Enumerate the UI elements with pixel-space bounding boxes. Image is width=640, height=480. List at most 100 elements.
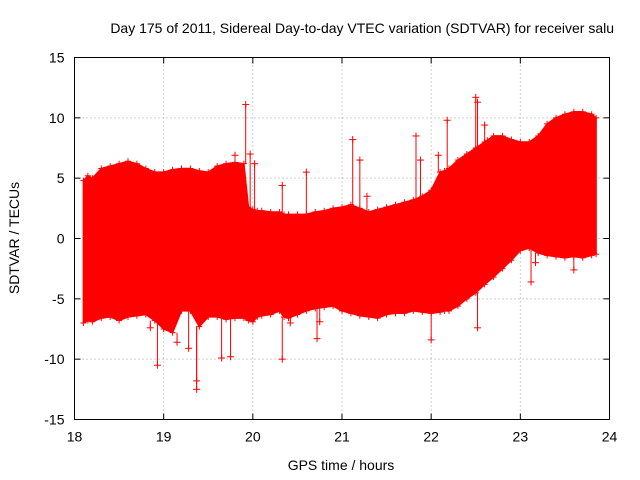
data-point	[463, 151, 470, 158]
x-tick-label: 22	[423, 429, 439, 445]
data-point	[593, 251, 600, 258]
data-point	[223, 316, 230, 323]
outlier-point	[427, 313, 435, 344]
x-tick-label: 23	[513, 429, 529, 445]
data-point	[428, 187, 435, 194]
x-tick-label: 18	[67, 429, 83, 445]
outlier-point	[242, 101, 250, 164]
data-point	[347, 310, 354, 317]
outlier-point	[231, 151, 239, 163]
data-point	[80, 319, 87, 326]
data-point	[80, 177, 87, 184]
data-point	[107, 313, 114, 320]
data-point	[245, 317, 252, 324]
data-point	[454, 303, 461, 310]
y-tick-label: -5	[52, 291, 65, 307]
outlier-point	[474, 98, 482, 148]
data-point	[240, 315, 247, 322]
data-point	[205, 313, 212, 320]
outlier-point	[286, 318, 294, 327]
data-point	[570, 108, 577, 115]
data-point	[276, 208, 283, 215]
outlier-point	[185, 310, 193, 352]
data-point	[321, 207, 328, 214]
data-point	[169, 329, 176, 336]
data-point	[499, 265, 506, 272]
x-tick-label: 20	[245, 429, 261, 445]
outlier-point	[313, 308, 321, 343]
outlier-point	[481, 121, 489, 142]
outlier-point	[146, 320, 154, 332]
data-point	[142, 165, 149, 172]
outlier-point	[356, 156, 364, 209]
outlier-point	[173, 332, 181, 346]
y-tick-label: 5	[57, 170, 65, 186]
data-point	[561, 111, 568, 118]
outlier-point	[193, 326, 201, 385]
data-point	[178, 165, 185, 172]
outlier-point	[474, 292, 482, 332]
y-tick-label: -10	[44, 351, 64, 367]
outlier-point	[246, 150, 254, 208]
data-point	[410, 307, 417, 314]
data-point	[160, 169, 167, 176]
outlier-point	[363, 192, 371, 212]
data-point	[517, 247, 524, 254]
outlier-point	[570, 256, 578, 274]
data-point	[267, 311, 274, 318]
data-point	[116, 160, 123, 167]
y-tick-label: -15	[44, 412, 64, 428]
data-point	[544, 252, 551, 259]
data-point	[588, 111, 595, 118]
data-point	[330, 205, 337, 212]
data-point	[205, 169, 212, 176]
data-point	[339, 204, 345, 211]
data-point	[339, 307, 345, 314]
data-point	[401, 310, 408, 317]
data-point	[553, 114, 559, 121]
data-point	[553, 253, 559, 260]
outlier-point	[531, 252, 539, 267]
data-point	[419, 309, 426, 316]
data-point	[401, 199, 408, 206]
data-point	[294, 311, 301, 318]
data-point	[593, 114, 600, 121]
data-point	[463, 295, 470, 302]
outlier-point	[483, 137, 491, 145]
data-point	[187, 165, 194, 172]
data-point	[258, 312, 265, 319]
data-point	[125, 158, 131, 165]
data-point	[374, 315, 381, 322]
x-tick-label: 19	[156, 429, 172, 445]
data-point	[437, 309, 444, 316]
outlier-point	[278, 316, 286, 363]
data-series	[80, 93, 600, 393]
outlier-point	[227, 319, 235, 361]
data-point	[312, 208, 319, 215]
data-point	[481, 281, 488, 288]
data-point	[89, 318, 96, 325]
data-point	[107, 163, 114, 170]
data-point	[588, 252, 595, 259]
outlier-point	[251, 160, 259, 210]
data-point	[98, 315, 105, 322]
data-point	[285, 211, 292, 218]
y-tick-label: 15	[49, 50, 65, 66]
data-point	[330, 303, 337, 310]
outlier-point	[153, 320, 161, 369]
axis-ticks	[74, 57, 610, 420]
x-tick-label: 21	[334, 429, 350, 445]
data-point	[276, 307, 283, 314]
data-point	[508, 136, 515, 143]
data-point	[196, 167, 203, 174]
data-point	[98, 165, 105, 172]
data-point	[356, 312, 363, 319]
data-point	[446, 307, 452, 314]
data-point	[133, 160, 140, 167]
x-axis-label: GPS time / hours	[288, 457, 395, 473]
data-point	[303, 307, 310, 314]
data-point	[89, 175, 96, 182]
data-point	[383, 204, 390, 211]
outlier-point	[527, 248, 535, 286]
data-point	[321, 304, 328, 311]
